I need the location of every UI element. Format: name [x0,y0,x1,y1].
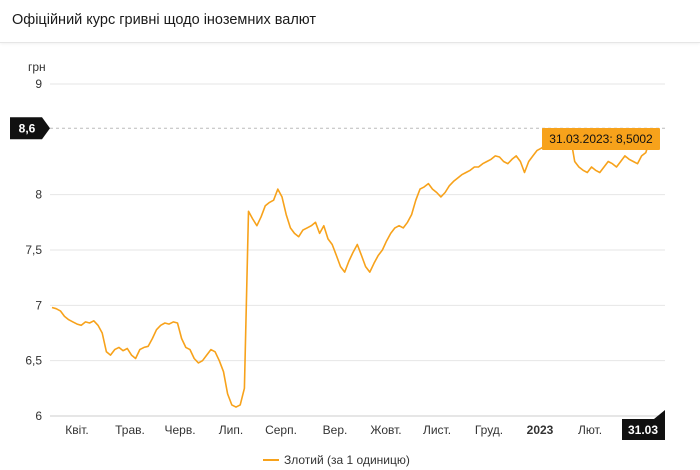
y-tick-label: 6,5 [25,354,42,368]
x-tick-label: Квіт. [65,423,89,437]
x-end-badge [622,410,665,440]
x-tick-label: 2023 [527,423,554,437]
page-title: Офіційний курс гривні щодо іноземних вал… [12,12,317,28]
x-tick-label: Лист. [423,423,451,437]
x-tick-label: Лют. [578,423,602,437]
tooltip-box [542,128,660,150]
chart-header: Офіційний курс гривні щодо іноземних вал… [0,0,700,43]
x-tick-label: Лип. [219,423,243,437]
y-tick-label: 6 [35,409,42,423]
y-tick-label: 7 [35,298,42,312]
x-tick-label: Трав. [115,423,145,437]
y-axis-unit-label: грн [28,60,46,74]
x-tick-label: Груд. [475,423,503,437]
x-tick-label: Черв. [164,423,195,437]
x-tick-label: Серп. [265,423,297,437]
y-tick-label: 9 [35,77,42,91]
x-tick-label: Жовт. [370,423,401,437]
y-tick-label: 7,5 [25,243,42,257]
tooltip-label: 31.03.2023: 8,5002 [549,132,653,146]
x-tick-label: Вер. [323,423,348,437]
series-line-zloty[interactable] [51,136,651,408]
y-tick-label: 8 [35,188,42,202]
y-crosshair-badge-label: 8,6 [19,121,36,135]
y-crosshair-badge [10,117,50,140]
x-end-badge-label: 31.03 [628,423,658,437]
legend-label: Злотий (за 1 одиницю) [284,453,410,467]
